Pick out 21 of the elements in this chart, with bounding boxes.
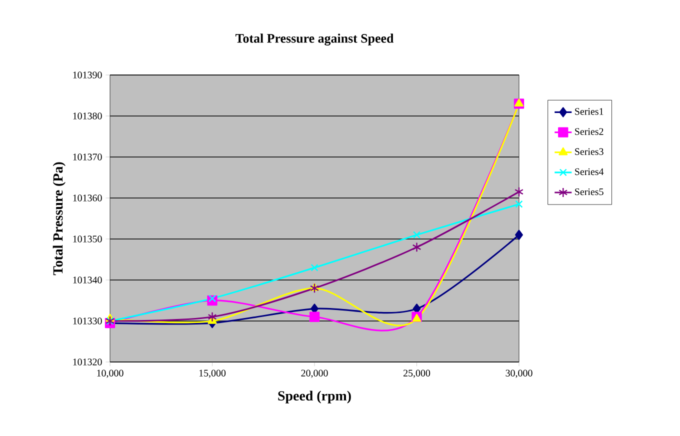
y-tick-label: 101330 <box>73 318 102 324</box>
x-tick-label: 25,000 <box>403 370 430 378</box>
y-tick-label: 101370 <box>73 154 102 160</box>
chart-title: Total Pressure against Speed <box>235 34 394 46</box>
x-tick-label: 15,000 <box>199 370 226 378</box>
y-tick-label: 101390 <box>73 72 102 78</box>
x-tick-label: 30,000 <box>506 370 532 378</box>
x-tick-label: 10,000 <box>97 370 124 378</box>
y-tick-label: 101380 <box>73 112 102 120</box>
y-axis-title: Total Pressure (Pa) <box>52 162 66 276</box>
x-axis-title: Speed (rpm) <box>278 390 351 404</box>
legend-label: Series5 <box>575 188 604 196</box>
y-tick-label: 101340 <box>73 276 102 284</box>
y-tick-label: 101320 <box>73 358 102 366</box>
legend-label: Series2 <box>575 128 604 135</box>
x-tick-label: 20,000 <box>301 370 328 378</box>
legend-label: Series1 <box>575 108 604 115</box>
y-tick-label: 101360 <box>73 194 102 202</box>
legend-label: Series3 <box>575 148 604 155</box>
legend-label: Series4 <box>575 168 604 176</box>
y-tick-label: 101350 <box>73 236 102 242</box>
